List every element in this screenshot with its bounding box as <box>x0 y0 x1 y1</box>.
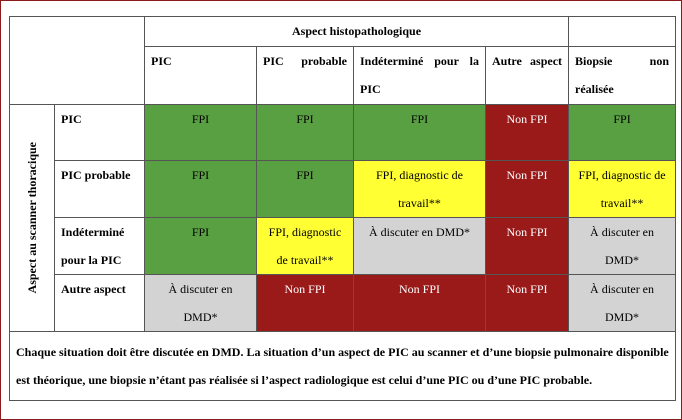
table: Aspect histopathologique PIC PIC probable… <box>8 16 677 401</box>
cell: À discuter en DMD* <box>353 217 486 275</box>
row: Aspect au scanner thoracique PIC FPI FPI FPI… <box>9 104 677 332</box>
cell: Non FPI <box>484 104 570 161</box>
cell: FPI <box>256 104 354 161</box>
row-label: Autre aspect <box>54 274 145 332</box>
column-header: Biopsie non réalisée <box>568 46 677 105</box>
column-header: Indéterminé pour la PIC <box>353 46 486 105</box>
table-body: Aspect histopathologique PIC PIC probable… <box>8 16 677 401</box>
header-title: Aspect histopathologique <box>143 16 570 47</box>
column-header: Autre aspect <box>484 46 570 105</box>
cell: Non FPI <box>484 160 570 218</box>
row: Indéterminé pour la PIC FPI FPI, diagnosti… <box>10 217 677 275</box>
cell: FPI, diagnostic de travail** <box>256 217 354 275</box>
cell: FPI <box>256 160 354 218</box>
cell: FPI, diagnostic de travail** <box>353 160 486 218</box>
row: PIC probable FPI FPI FPI, diagnostic de tra… <box>10 160 677 218</box>
cell: À discuter en DMD* <box>144 274 257 332</box>
row-axis-label: Aspect au scanner thoracique <box>25 142 39 294</box>
row-label: PIC <box>54 104 145 161</box>
header-blank <box>568 16 677 47</box>
column-header: PIC probable <box>256 46 354 105</box>
cell: À discuter en DMD* <box>568 274 677 332</box>
cell: Non FPI <box>256 274 354 332</box>
column-header: PIC <box>144 46 257 105</box>
row-label: PIC probable <box>54 160 145 218</box>
cell: FPI <box>144 104 257 161</box>
footnote: Chaque situation doit être discutée en D… <box>8 331 677 401</box>
cell: FPI <box>144 160 257 218</box>
cell: FPI, diagnostic de travail** <box>568 160 677 218</box>
row-label: Indéterminé pour la PIC <box>54 217 145 275</box>
cell: Non FPI <box>484 217 570 275</box>
cell: FPI <box>568 104 677 161</box>
row-axis: Aspect au scanner thoracique <box>9 104 55 332</box>
row: Autre aspect À discuter en DMD* Non FPI Non… <box>10 274 677 332</box>
cell: Non FPI <box>353 274 486 332</box>
cell: Non FPI <box>484 274 570 332</box>
cell: FPI <box>353 104 486 161</box>
cell: FPI <box>144 217 257 275</box>
footnote-row: Chaque situation doit être discutée en D… <box>8 331 677 401</box>
corner <box>9 16 145 105</box>
cell: À discuter en DMD* <box>568 217 677 275</box>
